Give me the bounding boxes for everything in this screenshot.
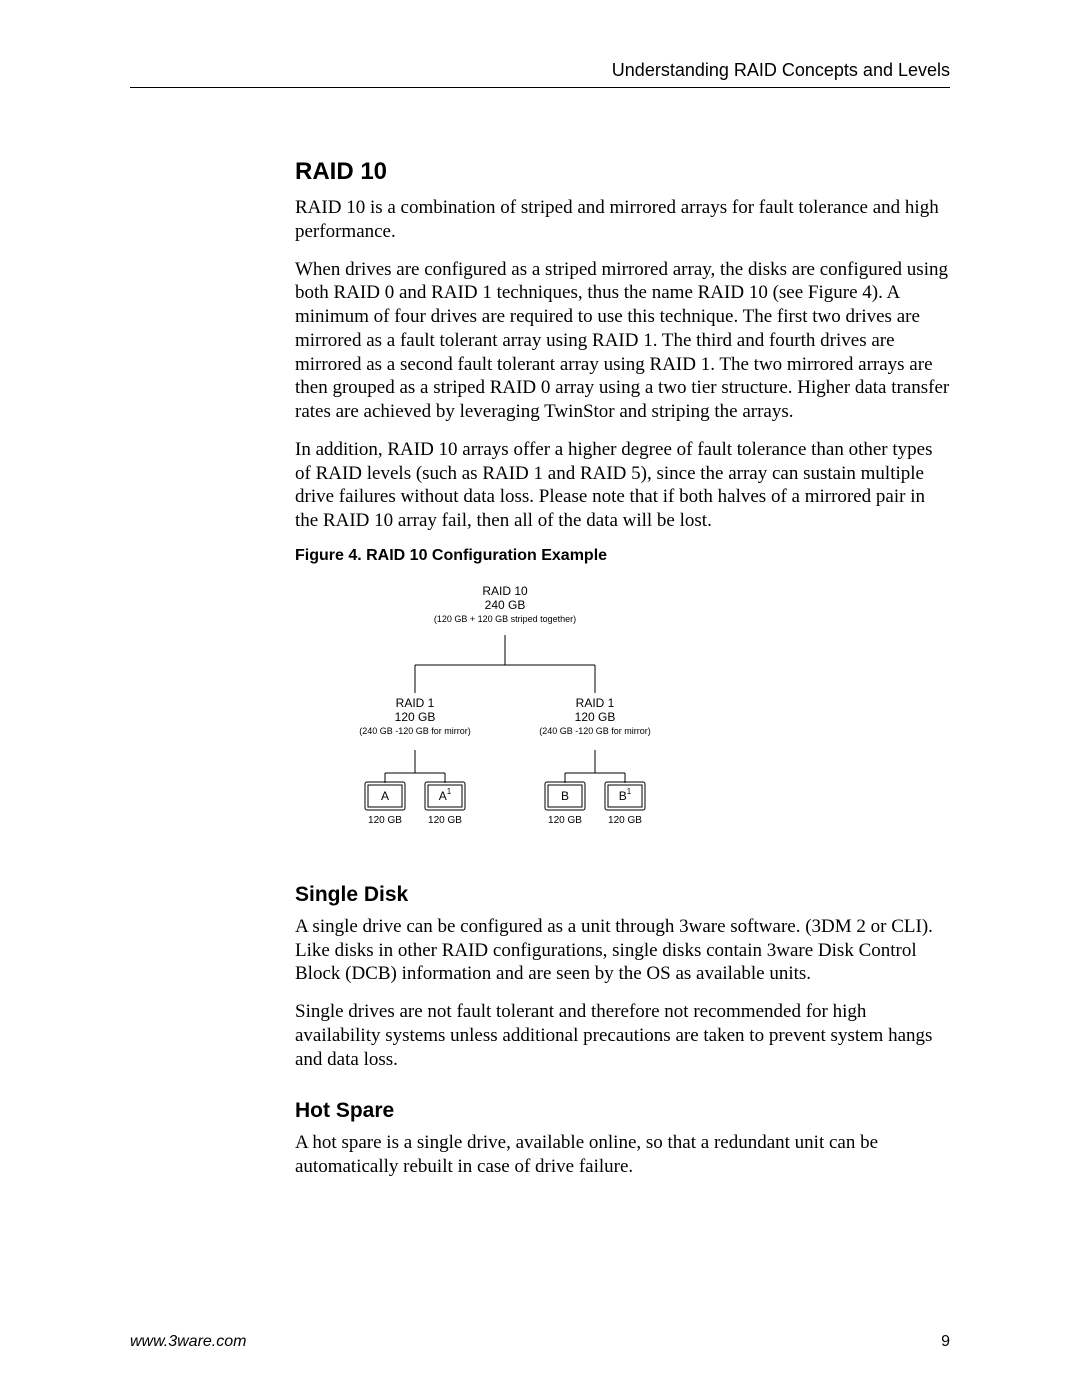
heading-single-disk: Single Disk xyxy=(295,883,950,907)
svg-text:RAID 1: RAID 1 xyxy=(576,696,615,710)
svg-text:RAID 10: RAID 10 xyxy=(482,584,528,598)
raid10-para-3: In addition, RAID 10 arrays offer a high… xyxy=(295,438,950,533)
figure-caption: Figure 4. RAID 10 Configuration Example xyxy=(295,547,950,565)
heading-hot-spare: Hot Spare xyxy=(295,1099,950,1123)
singledisk-para-1: A single drive can be configured as a un… xyxy=(295,915,950,986)
svg-text:(120 GB + 120 GB striped toget: (120 GB + 120 GB striped together) xyxy=(434,614,576,624)
svg-text:B: B xyxy=(561,789,569,803)
raid10-para-1: RAID 10 is a combination of striped and … xyxy=(295,196,950,244)
hotspare-para-1: A hot spare is a single drive, available… xyxy=(295,1131,950,1179)
svg-text:(240 GB -120 GB for mirror): (240 GB -120 GB for mirror) xyxy=(359,726,471,736)
svg-text:(240 GB -120 GB for mirror): (240 GB -120 GB for mirror) xyxy=(539,726,651,736)
svg-text:A: A xyxy=(381,789,389,803)
svg-text:120 GB: 120 GB xyxy=(608,815,642,826)
page-header: Understanding RAID Concepts and Levels xyxy=(130,60,950,81)
raid10-diagram: RAID 10240 GB (120 GB + 120 GB striped to… xyxy=(295,575,950,855)
svg-text:RAID 1: RAID 1 xyxy=(396,696,435,710)
svg-text:240 GB: 240 GB xyxy=(485,598,526,612)
svg-text:120 GB: 120 GB xyxy=(368,815,402,826)
svg-text:120 GB: 120 GB xyxy=(395,710,436,724)
svg-text:120 GB: 120 GB xyxy=(548,815,582,826)
page-number: 9 xyxy=(941,1333,950,1351)
header-rule xyxy=(130,87,950,88)
page: Understanding RAID Concepts and Levels R… xyxy=(0,0,1080,1397)
heading-raid10: RAID 10 xyxy=(295,158,950,186)
svg-text:120 GB: 120 GB xyxy=(575,710,616,724)
svg-text:120 GB: 120 GB xyxy=(428,815,462,826)
page-footer: www.3ware.com 9 xyxy=(130,1333,950,1351)
singledisk-para-2: Single drives are not fault tolerant and… xyxy=(295,1000,950,1071)
content-area: RAID 10 RAID 10 is a combination of stri… xyxy=(295,158,950,1179)
footer-url: www.3ware.com xyxy=(130,1333,246,1351)
raid10-para-2: When drives are configured as a striped … xyxy=(295,258,950,424)
